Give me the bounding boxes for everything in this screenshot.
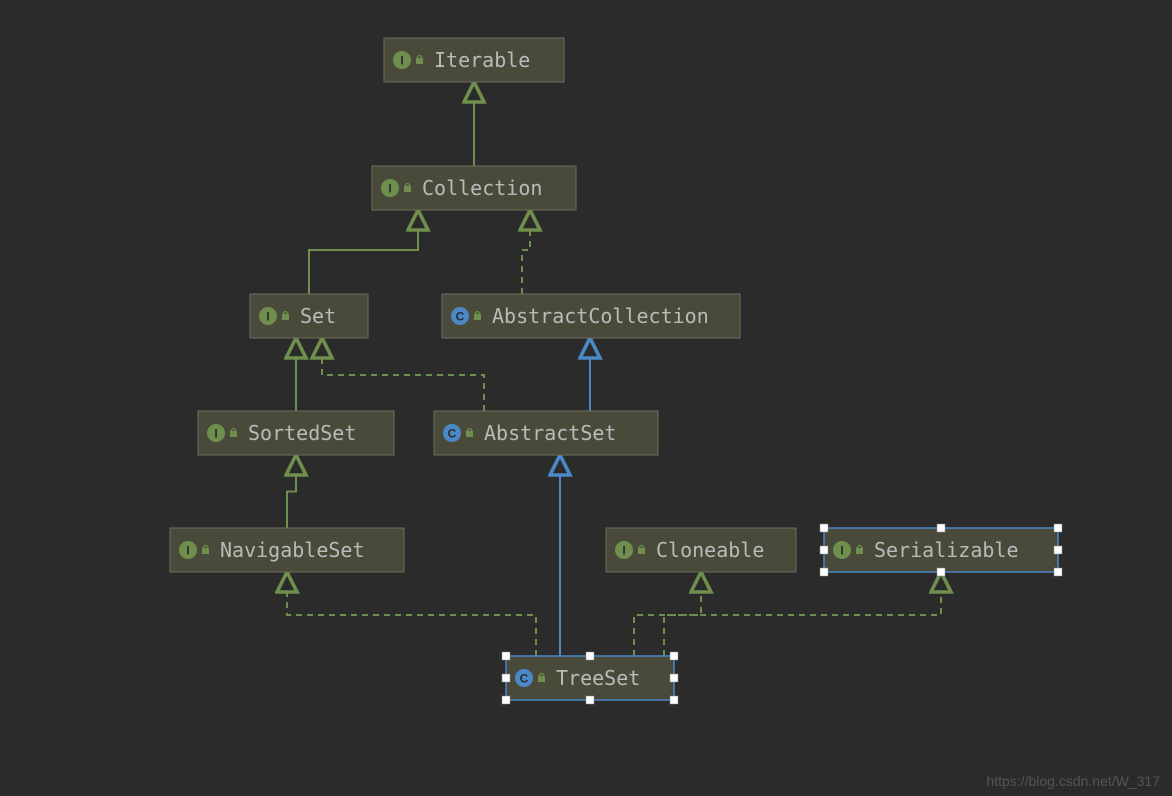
node-collection[interactable]: I Collection <box>372 166 576 210</box>
selection-handle[interactable] <box>586 652 594 660</box>
selection-handle[interactable] <box>820 568 828 576</box>
badge-letter: I <box>214 427 217 441</box>
edge-navigableset-to-sortedset <box>287 455 296 528</box>
badge-letter: I <box>840 544 843 558</box>
badge-letter: I <box>186 544 189 558</box>
watermark-text: https://blog.csdn.net/W_317 <box>986 773 1160 789</box>
badge-letter: I <box>388 182 391 196</box>
selection-handle[interactable] <box>586 696 594 704</box>
node-abstractcollection[interactable]: C AbstractCollection <box>442 294 740 338</box>
node-serializable[interactable]: I Serializable <box>820 524 1062 576</box>
node-label: SortedSet <box>248 421 356 445</box>
node-label: Serializable <box>874 538 1019 562</box>
selection-handle[interactable] <box>1054 568 1062 576</box>
node-label: AbstractSet <box>484 421 616 445</box>
edge-set-to-collection <box>309 210 418 294</box>
badge-letter: I <box>622 544 625 558</box>
class-diagram: I Iterable I Collection I Set C AbstractCollect… <box>0 0 1172 796</box>
node-label: Cloneable <box>656 538 764 562</box>
selection-handle[interactable] <box>502 696 510 704</box>
node-navigableset[interactable]: I NavigableSet <box>170 528 404 572</box>
node-abstractset[interactable]: C AbstractSet <box>434 411 658 455</box>
selection-handle[interactable] <box>670 674 678 682</box>
node-set[interactable]: I Set <box>250 294 368 338</box>
edge-treeset-to-navigableset <box>287 572 536 656</box>
node-iterable[interactable]: I Iterable <box>384 38 564 82</box>
edge-abstractcollection-to-collection <box>522 210 530 294</box>
selection-handle[interactable] <box>937 568 945 576</box>
badge-letter: C <box>520 672 529 686</box>
node-treeset[interactable]: C TreeSet <box>502 652 678 704</box>
node-label: AbstractCollection <box>492 304 709 328</box>
node-label: Iterable <box>434 48 530 72</box>
badge-letter: C <box>448 427 457 441</box>
node-label: Set <box>300 304 336 328</box>
node-label: Collection <box>422 176 542 200</box>
node-sortedset[interactable]: I SortedSet <box>198 411 394 455</box>
selection-handle[interactable] <box>1054 524 1062 532</box>
node-label: TreeSet <box>556 666 640 690</box>
selection-handle[interactable] <box>670 652 678 660</box>
selection-handle[interactable] <box>820 546 828 554</box>
node-cloneable[interactable]: I Cloneable <box>606 528 796 572</box>
selection-handle[interactable] <box>820 524 828 532</box>
node-label: NavigableSet <box>220 538 365 562</box>
badge-letter: I <box>400 54 403 68</box>
selection-handle[interactable] <box>1054 546 1062 554</box>
selection-handle[interactable] <box>502 674 510 682</box>
selection-handle[interactable] <box>670 696 678 704</box>
selection-handle[interactable] <box>937 524 945 532</box>
edge-treeset-to-serializable <box>664 572 941 656</box>
selection-handle[interactable] <box>502 652 510 660</box>
badge-letter: I <box>266 310 269 324</box>
edge-abstractset-to-set <box>322 338 484 411</box>
badge-letter: C <box>456 310 465 324</box>
